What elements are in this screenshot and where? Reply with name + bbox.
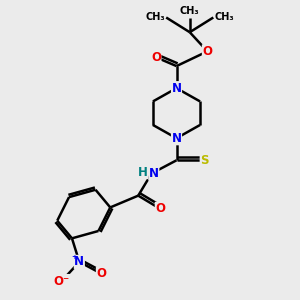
Text: H: H	[138, 166, 148, 178]
Text: N: N	[74, 255, 84, 268]
Text: CH₃: CH₃	[145, 13, 165, 22]
Text: CH₃: CH₃	[215, 13, 234, 22]
Text: N: N	[172, 132, 182, 145]
Text: O⁻: O⁻	[53, 274, 70, 287]
Text: +: +	[71, 254, 77, 260]
Text: N: N	[172, 82, 182, 95]
Text: N: N	[149, 167, 159, 180]
Text: S: S	[200, 154, 209, 167]
Text: O: O	[96, 267, 106, 280]
Text: CH₃: CH₃	[180, 6, 200, 16]
Text: O: O	[155, 202, 165, 215]
Text: O: O	[151, 51, 161, 64]
Text: O: O	[202, 45, 212, 58]
